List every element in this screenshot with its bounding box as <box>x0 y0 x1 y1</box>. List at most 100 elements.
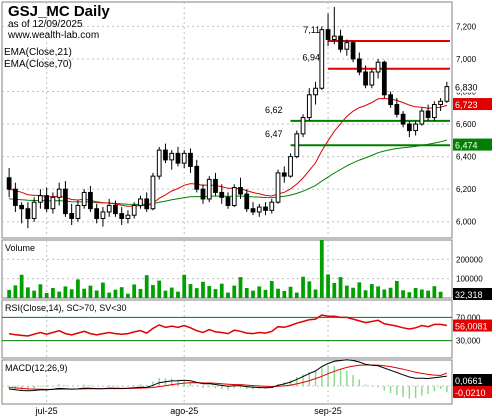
volume-value-tag-bg <box>453 288 492 300</box>
candle-body <box>156 149 162 177</box>
rsi-panel-frame <box>1 299 453 359</box>
macd-hist-tag: -0,0210 <box>455 388 486 398</box>
price-tick-label: 6,400 <box>456 153 477 162</box>
price-tick-label: 6,000 <box>456 218 477 227</box>
candle-body <box>81 191 87 206</box>
candle-body <box>425 110 431 119</box>
volume-bar <box>419 289 424 298</box>
candle-body <box>269 201 275 211</box>
volume-bar <box>301 276 305 298</box>
volume-bar <box>369 284 374 298</box>
volume-label: Volume <box>5 243 35 253</box>
volume-bar <box>319 240 324 298</box>
ema21-value-tag: 6,723 <box>455 100 478 110</box>
candle-body <box>150 175 156 210</box>
volume-bar <box>257 286 262 298</box>
candle-body <box>44 195 50 210</box>
volume-bar <box>238 277 243 298</box>
volume-bar <box>157 280 162 298</box>
volume-bar <box>382 289 387 298</box>
volume-tick-label: 100000 <box>456 275 483 284</box>
volume-bar <box>82 288 87 298</box>
volume-bar <box>332 282 337 298</box>
ema21-legend: EMA(Close,21) <box>4 47 72 58</box>
candle-body <box>181 152 187 164</box>
volume-bar <box>76 279 80 298</box>
volume-bar <box>294 292 299 298</box>
volume-bar <box>126 293 130 298</box>
candle-body <box>431 104 437 119</box>
x-tick-label: ago-25 <box>170 406 198 416</box>
price-tick-label: 6,200 <box>456 185 477 194</box>
candle-body <box>263 206 268 211</box>
level-annotation: 6,94 <box>303 53 321 63</box>
ema70-legend: EMA(Close,70) <box>4 59 72 70</box>
candle-body <box>125 214 131 219</box>
ema21-value-tag-bg <box>453 98 492 111</box>
volume-tick-label: 200000 <box>456 255 483 264</box>
candle-body <box>194 165 200 190</box>
volume-bar <box>438 291 443 298</box>
candle-body <box>231 187 237 206</box>
volume-bar <box>401 290 405 298</box>
rsi-value-tag-bg <box>453 319 492 332</box>
volume-bar <box>244 287 249 298</box>
candle-body <box>281 172 287 177</box>
volume-bar <box>182 274 187 298</box>
candle-body <box>313 87 318 96</box>
candle-body <box>6 177 12 190</box>
volume-bar <box>94 290 99 298</box>
candle-body <box>175 152 181 164</box>
candle-body <box>438 100 443 106</box>
volume-bar <box>26 287 30 298</box>
volume-bar <box>88 285 93 298</box>
candle-body <box>225 196 231 206</box>
candle-body <box>94 208 100 219</box>
candle-body <box>388 94 393 106</box>
vol-panel-frame <box>1 239 453 299</box>
candle-body <box>169 152 175 161</box>
level-annotation: 6,62 <box>265 105 283 115</box>
candle-body <box>381 61 387 96</box>
rsi-value-tag: 56,0081 <box>455 322 488 332</box>
candle-body <box>144 198 150 210</box>
candle-body <box>300 117 306 135</box>
volume-bar <box>163 290 168 298</box>
volume-bar <box>357 282 362 298</box>
macd-value-tag-bg <box>453 374 492 386</box>
candle-body <box>419 110 425 125</box>
volume-bar <box>232 285 237 298</box>
as-of-date: as of 12/09/2025 <box>8 19 83 30</box>
volume-bar <box>169 287 174 298</box>
volume-bar <box>376 286 380 298</box>
ema70-value-tag: 6,474 <box>455 141 478 151</box>
candle-body <box>119 213 125 219</box>
candle-body <box>163 149 168 161</box>
volume-bar <box>363 290 368 298</box>
volume-bar <box>219 283 224 298</box>
volume-bar <box>13 285 18 298</box>
candle-body <box>444 86 450 102</box>
volume-bar <box>101 282 105 298</box>
candle-body <box>219 191 225 198</box>
volume-bar <box>207 286 212 298</box>
volume-bar <box>132 284 137 298</box>
candle-body <box>19 204 25 210</box>
volume-bar <box>413 287 418 298</box>
macd-panel-frame <box>1 359 453 405</box>
candle-body <box>131 204 137 216</box>
candle-body <box>244 193 250 210</box>
candle-body <box>13 188 18 206</box>
volume-bar <box>63 286 68 298</box>
volume-bar <box>176 291 180 298</box>
candle-body <box>63 188 68 215</box>
volume-bar <box>269 280 274 298</box>
candle-body <box>88 191 93 210</box>
candle-body <box>413 123 418 132</box>
candle-body <box>50 196 56 210</box>
ema70-value-tag-bg <box>453 138 492 151</box>
volume-bar <box>351 287 355 298</box>
candle-body <box>356 58 362 73</box>
volume-bar <box>407 292 412 298</box>
